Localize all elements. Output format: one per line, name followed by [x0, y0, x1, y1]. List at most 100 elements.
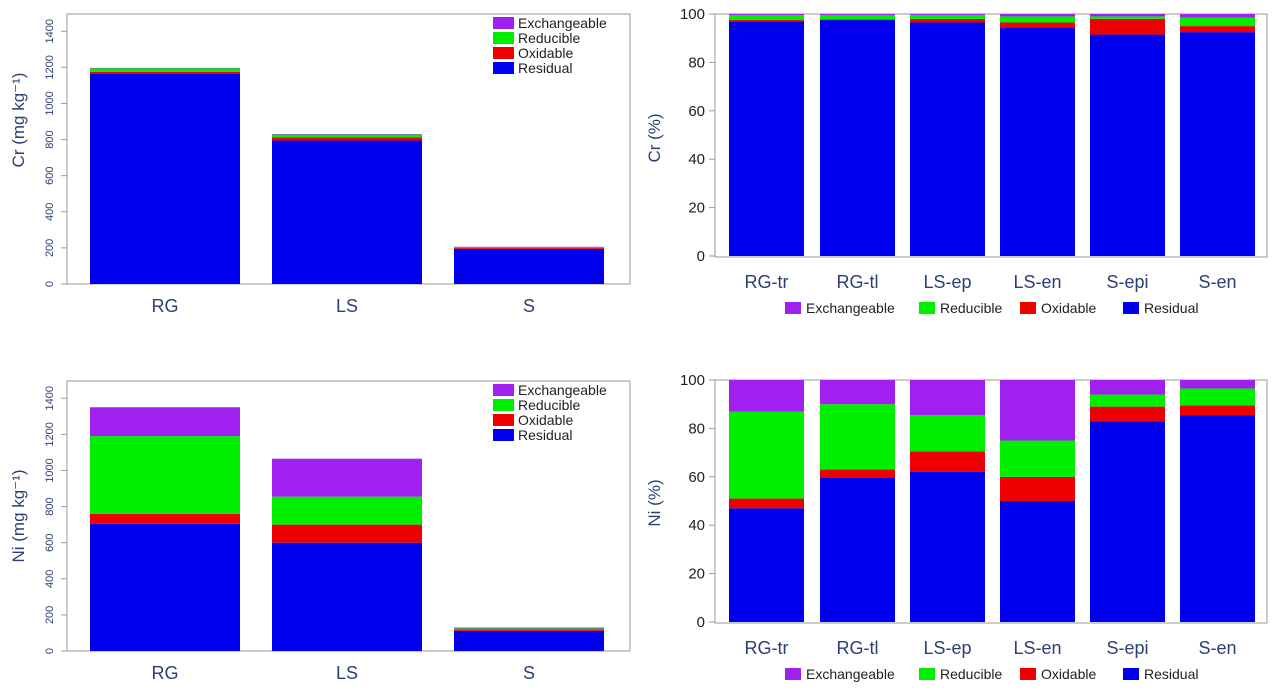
legend-label-oxidable: Oxidable: [518, 45, 573, 61]
bar-ls-ep-oxidable: [910, 18, 985, 23]
bar-rg-tr-reducible: [729, 411, 804, 499]
y-tick-label: 0: [44, 648, 56, 654]
legend-swatch-oxidable: [493, 414, 514, 426]
bar-rg-residual: [90, 73, 240, 285]
bar-ls-en-reducible: [1000, 440, 1075, 477]
bar-rg-tl-residual: [820, 478, 895, 622]
x-tick-label: RG-tl: [837, 638, 879, 658]
x-tick-label: RG-tl: [837, 272, 879, 292]
legend-swatch-reducible: [919, 668, 935, 680]
bar-rg-residual: [90, 523, 240, 651]
bar-ls-en-residual: [1000, 27, 1075, 257]
bar-s-en-reducible: [1180, 17, 1255, 27]
bar-rg-tl-reducible: [820, 14, 895, 20]
bar-rg-tl-exchangeable: [820, 380, 895, 405]
panel-cr-absolute: Cr (mg kg⁻¹) 0 200 400 600 800 1000 1200 1400 R…: [9, 13, 631, 316]
y-tick-label: 1400: [44, 19, 56, 43]
y-ticks: 0 200 400 600 800 1000 1200 1400: [44, 19, 67, 287]
legend-label-residual: Residual: [518, 60, 572, 76]
bar-s-en-reducible: [1180, 388, 1255, 406]
y-axis-label: Cr (mg kg⁻¹): [9, 73, 28, 168]
bar-ls-ep-residual: [910, 22, 985, 256]
y-tick-label: 1200: [44, 422, 56, 446]
bar-s-epi-oxidable: [1090, 406, 1165, 422]
bar-ls-en-reducible: [1000, 16, 1075, 23]
bar-s-reducible: [454, 628, 604, 630]
x-tick-label: LS: [336, 663, 358, 683]
legend-swatch-reducible: [919, 302, 935, 314]
legend-swatch-residual: [493, 62, 514, 74]
legend-label-exchangeable: Exchangeable: [518, 15, 607, 31]
bar-ls-ep-residual: [910, 471, 985, 622]
x-tick-label: S-en: [1198, 638, 1236, 658]
legend-label-reducible: Reducible: [940, 300, 1002, 316]
bar-s-en-residual: [1180, 415, 1255, 622]
bars: [729, 380, 1255, 622]
bar-ls-reducible: [272, 134, 422, 138]
bar-rg-tl-exchangeable: [820, 14, 895, 15]
bar-ls-en-oxidable: [1000, 22, 1075, 28]
legend-label-exchangeable: Exchangeable: [806, 666, 895, 682]
bar-s-epi-oxidable: [1090, 18, 1165, 35]
y-tick-label: 200: [44, 606, 56, 624]
bar-s-residual: [454, 630, 604, 651]
bar-rg-tr-residual: [729, 21, 804, 257]
x-tick-label: RG-tr: [745, 272, 789, 292]
bar-rg-exchangeable: [90, 67, 240, 69]
y-tick-label: 100: [680, 372, 705, 389]
y-tick-label: 40: [688, 151, 705, 168]
y-tick-label: 20: [688, 200, 705, 217]
bar-rg-tl-oxidable: [820, 469, 895, 479]
bars: [90, 67, 604, 285]
legend-swatch-reducible: [493, 399, 514, 411]
bar-rg-tl-reducible: [820, 404, 895, 470]
bar-s-oxidable: [454, 247, 604, 249]
bar-ls-exchangeable: [272, 134, 422, 135]
bar-ls-en-oxidable: [1000, 476, 1075, 501]
panel-cr-percent: Cr (%) 0 20 40 60 80 100 RG-tr RG-tl LS-ep LS-en…: [645, 6, 1268, 316]
x-tick-label: S: [523, 663, 535, 683]
legend-label-reducible: Reducible: [518, 30, 580, 46]
legend-label-oxidable: Oxidable: [518, 412, 573, 428]
y-tick-label: 40: [688, 517, 705, 534]
y-ticks: 0 200 400 600 800 1000 1200 1400: [44, 386, 67, 654]
legend-swatch-oxidable: [1020, 668, 1036, 680]
legend-label-exchangeable: Exchangeable: [806, 300, 895, 316]
legend-swatch-reducible: [493, 32, 514, 44]
x-tick-label: LS-en: [1013, 638, 1061, 658]
bar-rg-exchangeable: [90, 407, 240, 437]
y-tick-label: 200: [44, 239, 56, 257]
y-tick-label: 100: [680, 6, 705, 23]
legend-swatch-residual: [1123, 668, 1139, 680]
y-tick-label: 0: [44, 281, 56, 287]
bar-s-en-oxidable: [1180, 26, 1255, 33]
bar-s-en-oxidable: [1180, 405, 1255, 416]
y-tick-label: 1200: [44, 55, 56, 79]
x-tick-label: RG: [152, 663, 179, 683]
legend-swatch-exchangeable: [785, 302, 801, 314]
legend-label-reducible: Reducible: [940, 666, 1002, 682]
y-tick-label: 800: [44, 130, 56, 148]
plot-frame: [714, 13, 1268, 258]
bar-s-epi-reducible: [1090, 16, 1165, 19]
legend-swatch-exchangeable: [493, 17, 514, 29]
bar-rg-tr-residual: [729, 508, 804, 622]
legend-label-residual: Residual: [518, 427, 572, 443]
bar-s-epi-residual: [1090, 421, 1165, 622]
y-axis-label: Ni (%): [645, 479, 664, 526]
x-tick-label: LS-en: [1013, 272, 1061, 292]
legend-label-oxidable: Oxidable: [1041, 666, 1096, 682]
bar-ls-oxidable: [272, 524, 422, 543]
bars: [729, 14, 1255, 257]
bar-s-en-exchangeable: [1180, 380, 1255, 389]
x-tick-label: RG-tr: [745, 638, 789, 658]
x-tick-label: S-en: [1198, 272, 1236, 292]
x-tick-label: S: [523, 296, 535, 316]
y-axis-label: Ni (mg kg⁻¹): [9, 469, 28, 562]
plot-frame: [714, 379, 1268, 624]
x-ticks: RG-tr RG-tl LS-ep LS-en S-epi S-en: [745, 638, 1237, 658]
